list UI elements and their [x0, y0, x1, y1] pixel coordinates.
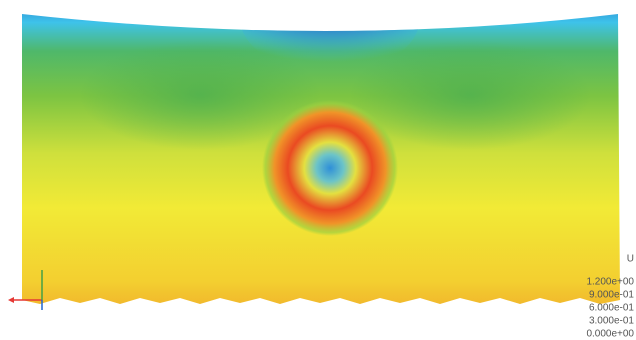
vortex: [262, 100, 398, 236]
contour-view: U 1.200e+00 9.000e-01 6.000e-01 3.000e-0…: [0, 0, 636, 340]
legend-label: 3.000e-01: [589, 316, 634, 327]
legend-label: 0.000e+00: [586, 329, 634, 340]
legend-label: 6.000e-01: [589, 303, 634, 314]
legend-label: 1.200e+00: [586, 277, 634, 288]
velocity-field: [0, 0, 636, 320]
legend-label: 9.000e-01: [589, 290, 634, 301]
legend-title: U: [627, 254, 634, 265]
page: {"legend": {"title": "U", "labels": ["1.…: [0, 0, 636, 340]
